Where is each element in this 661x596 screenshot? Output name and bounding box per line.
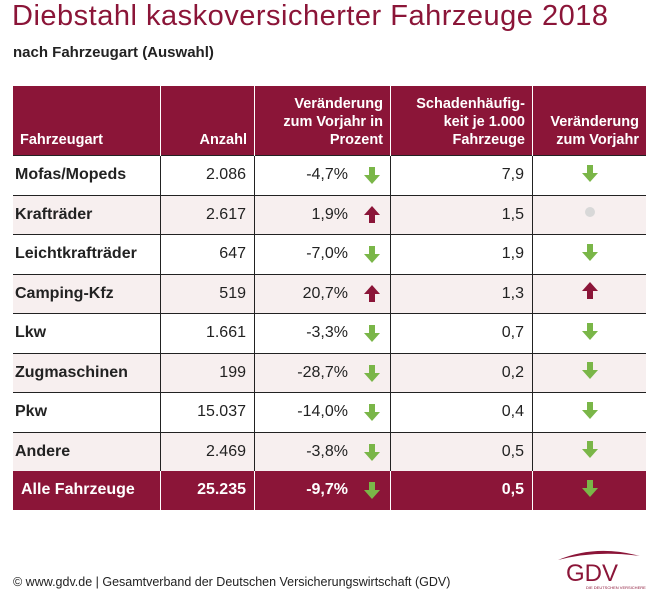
frequency: 0,5 [390, 471, 533, 510]
arrow-down-icon [581, 164, 598, 182]
frequency-trend [532, 352, 646, 393]
frequency: 0,2 [390, 352, 533, 393]
frequency-trend [532, 234, 646, 274]
count: 519 [160, 273, 255, 314]
svg-text:DIE DEUTSCHEN VERSICHERER: DIE DEUTSCHEN VERSICHERER [586, 585, 646, 590]
frequency: 7,9 [390, 155, 533, 195]
change-cell: -7,0% [254, 234, 391, 274]
header-anzahl: Anzahl [160, 86, 255, 156]
change-pct: -28,7% [297, 363, 348, 381]
header-frequency: Schadenhäufig-keit je 1.000 Fahrzeuge [390, 86, 533, 156]
arrow-down-icon [364, 246, 380, 264]
arrow-up-icon [364, 205, 380, 223]
count: 1.661 [160, 313, 255, 353]
change-cell: -9,7% [254, 471, 391, 510]
vehicle-type: Lkw [13, 313, 161, 353]
table-row: Lkw 1.661 -3,3% 0,7 [13, 313, 646, 353]
arrow-down-icon [364, 364, 380, 382]
change-pct: 1,9% [311, 205, 348, 223]
frequency-trend [532, 194, 646, 235]
arrow-down-icon [581, 441, 598, 459]
arrow-down-icon [364, 404, 380, 422]
table-header: Fahrzeugart Anzahl Veränderung zum Vorja… [13, 86, 646, 156]
page-title: Diebstahl kaskoversicherter Fahrzeuge 20… [12, 0, 609, 32]
arrow-down-icon [581, 479, 598, 497]
frequency: 0,5 [390, 431, 533, 471]
count: 2.469 [160, 431, 255, 471]
table-row: Camping-Kfz 519 20,7% 1,3 [13, 273, 646, 314]
change-cell: -14,0% [254, 392, 391, 432]
arrow-down-icon [581, 362, 598, 380]
change-cell: 1,9% [254, 194, 391, 235]
frequency-trend [532, 471, 646, 510]
change-pct: -3,3% [306, 324, 348, 342]
frequency: 0,4 [390, 392, 533, 432]
change-cell: -3,8% [254, 431, 391, 471]
change-pct: -7,0% [306, 245, 348, 263]
vehicle-type: Pkw [13, 392, 161, 432]
change-cell: -28,7% [254, 352, 391, 393]
count: 199 [160, 352, 255, 393]
svg-text:GDV: GDV [566, 560, 618, 587]
arrow-down-icon [364, 482, 380, 500]
frequency-trend [532, 431, 646, 471]
change-pct: -3,8% [306, 442, 348, 460]
header-change-pct: Veränderung zum Vorjahr in Prozent [254, 86, 391, 156]
change-cell: -4,7% [254, 155, 391, 195]
vehicle-type: Andere [13, 431, 161, 471]
table-row: Mofas/Mopeds 2.086 -4,7% 7,9 [13, 155, 646, 195]
table-row: Andere 2.469 -3,8% 0,5 [13, 431, 646, 471]
frequency-trend [532, 392, 646, 432]
frequency: 1,9 [390, 234, 533, 274]
change-pct: -14,0% [297, 403, 348, 421]
vehicle-type: Zugmaschinen [13, 352, 161, 393]
vehicle-type: Alle Fahrzeuge [13, 471, 161, 510]
count: 15.037 [160, 392, 255, 432]
table-row: Zugmaschinen 199 -28,7% 0,2 [13, 352, 646, 393]
arrow-down-icon [364, 443, 380, 461]
arrow-down-icon [581, 401, 598, 419]
frequency: 1,3 [390, 273, 533, 314]
frequency-trend [532, 313, 646, 353]
table-row: Krafträder 2.617 1,9% 1,5 [13, 194, 646, 235]
vehicle-type: Camping-Kfz [13, 273, 161, 314]
total-row: Alle Fahrzeuge 25.235 -9,7% 0,5 [13, 471, 646, 510]
change-cell: -3,3% [254, 313, 391, 353]
change-cell: 20,7% [254, 273, 391, 314]
gdv-logo: GDV DIE DEUTSCHEN VERSICHERER [558, 550, 646, 590]
arrow-down-icon [364, 325, 380, 343]
count: 25.235 [160, 471, 255, 510]
change-pct: -9,7% [306, 481, 348, 499]
frequency-trend [532, 155, 646, 195]
page-subtitle: nach Fahrzeugart (Auswahl) [13, 44, 214, 61]
frequency: 0,7 [390, 313, 533, 353]
arrow-down-icon [364, 167, 380, 185]
change-pct: 20,7% [302, 284, 348, 302]
vehicle-type: Leichtkrafträder [13, 234, 161, 274]
count: 2.086 [160, 155, 255, 195]
arrow-up-icon [581, 282, 598, 300]
neutral-dot-icon [584, 207, 595, 218]
table-row: Leichtkrafträder 647 -7,0% 1,9 [13, 234, 646, 274]
arrow-down-icon [581, 322, 598, 340]
count: 2.617 [160, 194, 255, 235]
frequency: 1,5 [390, 194, 533, 235]
header-fahrzeugart: Fahrzeugart [13, 86, 161, 156]
frequency-trend [532, 273, 646, 314]
arrow-down-icon [581, 243, 598, 261]
vehicle-type: Krafträder [13, 194, 161, 235]
footer-credit: © www.gdv.de | Gesamtverband der Deutsch… [13, 575, 451, 589]
change-pct: -4,7% [306, 166, 348, 184]
header-frequency-change: Veränderung zum Vorjahr [532, 86, 646, 156]
count: 647 [160, 234, 255, 274]
theft-table: Fahrzeugart Anzahl Veränderung zum Vorja… [13, 86, 646, 510]
table-row: Pkw 15.037 -14,0% 0,4 [13, 392, 646, 432]
vehicle-type: Mofas/Mopeds [13, 155, 161, 195]
arrow-up-icon [364, 284, 380, 302]
